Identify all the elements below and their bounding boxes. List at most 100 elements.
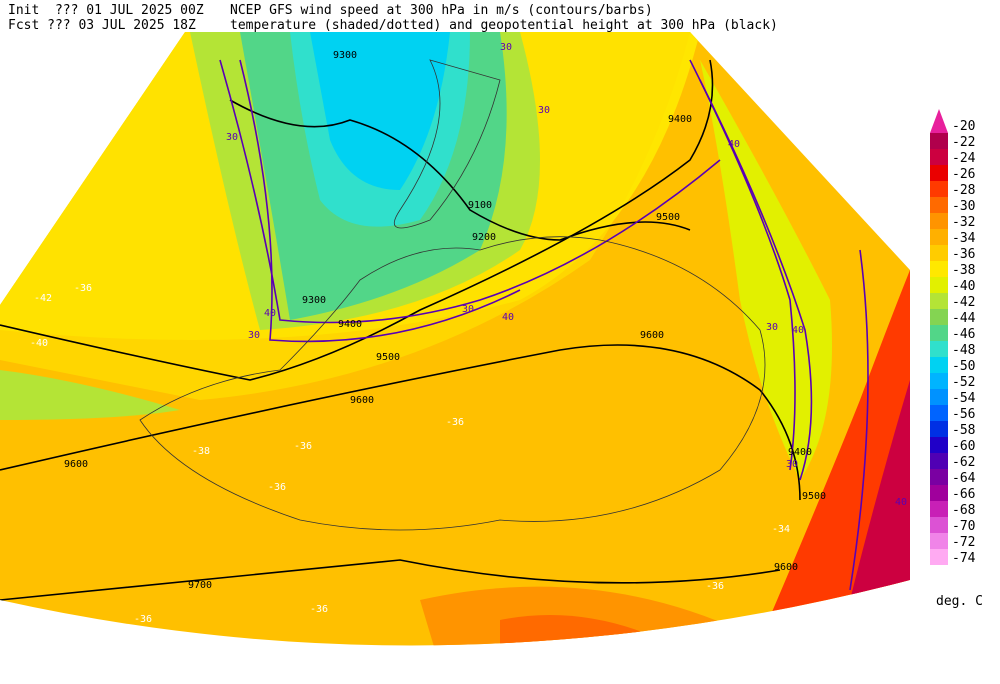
temp-label: -34 [772,524,790,535]
colorbar-cell [930,549,948,565]
colorbar-cell [930,389,948,405]
height-label: 9400 [788,447,812,458]
temp-label: -36 [74,283,92,294]
colorbar-cell [930,437,948,453]
temp-label: -36 [134,614,152,625]
wind-label: 30 [462,304,474,315]
colorbar-cell [930,517,948,533]
colorbar-cell [930,213,948,229]
height-label: 9100 [468,200,492,211]
colorbar-label: -70 [952,519,975,534]
colorbar-label: -28 [952,183,975,198]
colorbar-label: -38 [952,263,975,278]
temp-label: -40 [30,338,48,349]
colorbar: -20-22-24-26-28-30-32-34-36-38-40-42-44-… [930,109,976,566]
colorbar-label: -24 [952,151,976,166]
colorbar-cell [930,149,948,165]
height-label: 9500 [802,491,826,502]
wind-label: 40 [264,308,276,319]
colorbar-label: -30 [952,199,975,214]
wind-label: 30 [786,459,798,470]
wind-label: 40 [502,312,514,323]
height-label: 9600 [350,395,374,406]
colorbar-label: -50 [952,359,975,374]
height-label: 9300 [302,295,326,306]
wind-label: 40 [895,497,907,508]
height-labels: 9300 9400 9100 9200 9500 9600 9600 9600 … [64,50,826,591]
colorbar-cell [930,293,948,309]
wind-label: 30 [766,322,778,333]
temp-label: -36 [706,581,724,592]
temp-label: -36 [446,417,464,428]
colorbar-cell [930,341,948,357]
colorbar-label: -74 [952,551,976,566]
fcst-label: Fcst ??? 03 JUL 2025 18Z [8,18,196,33]
colorbar-label: -22 [952,135,975,150]
colorbar-cell [930,405,948,421]
colorbar-label: -20 [952,119,975,134]
colorbar-label: -44 [952,311,976,326]
colorbar-cell [930,277,948,293]
colorbar-cell [930,421,948,437]
colorbar-label: -54 [952,391,976,406]
colorbar-label: -62 [952,455,975,470]
height-label: 9500 [656,212,680,223]
colorbar-cell [930,229,948,245]
colorbar-label: -42 [952,295,975,310]
colorbar-arrow [930,109,948,133]
height-label: 9600 [64,459,88,470]
colorbar-cell [930,245,948,261]
colorbar-label: -36 [952,247,975,262]
colorbar-cell [930,133,948,149]
height-label: 9300 [333,50,357,61]
colorbar-cell [930,501,948,517]
temp-label: -36 [268,482,286,493]
temp-label: -36 [310,604,328,615]
colorbar-cell [930,309,948,325]
wind-label: 30 [248,330,260,341]
colorbar-label: -60 [952,439,975,454]
title-line-2: temperature (shaded/dotted) and geopoten… [230,18,778,33]
colorbar-cell [930,469,948,485]
height-label: 9400 [668,114,692,125]
temp-label: -32 [676,628,694,639]
colorbar-label: -56 [952,407,975,422]
colorbar-label: -64 [952,471,976,486]
colorbar-cell [930,181,948,197]
colorbar-label: -68 [952,503,975,518]
colorbar-cell [930,197,948,213]
colorbar-label: -32 [952,215,975,230]
height-label: 9600 [640,330,664,341]
colorbar-cell [930,357,948,373]
colorbar-cell [930,165,948,181]
height-label: 9400 [338,319,362,330]
temp-label: -42 [34,293,52,304]
colorbar-cell [930,261,948,277]
colorbar-cell [930,325,948,341]
colorbar-cell [930,485,948,501]
colorbar-label: -34 [952,231,976,246]
colorbar-unit: deg. C [936,594,983,609]
colorbar-label: -66 [952,487,975,502]
wind-label: 40 [728,139,740,150]
colorbar-label: -26 [952,167,975,182]
colorbar-label: -72 [952,535,975,550]
wind-label: 30 [538,105,550,116]
height-label: 9200 [472,232,496,243]
title-line-1: NCEP GFS wind speed at 300 hPa in m/s (c… [230,3,653,18]
wind-label: 40 [792,325,804,336]
colorbar-label: -52 [952,375,975,390]
wind-label: 30 [226,132,238,143]
height-label: 9500 [376,352,400,363]
colorbar-label: -48 [952,343,975,358]
temp-label: -38 [192,446,210,457]
temp-label: -36 [294,441,312,452]
colorbar-label: -46 [952,327,975,342]
colorbar-cell [930,373,948,389]
height-label: 9600 [774,562,798,573]
height-label: 9700 [188,580,212,591]
wind-label: 30 [500,42,512,53]
colorbar-cell [930,453,948,469]
colorbar-label: -58 [952,423,975,438]
